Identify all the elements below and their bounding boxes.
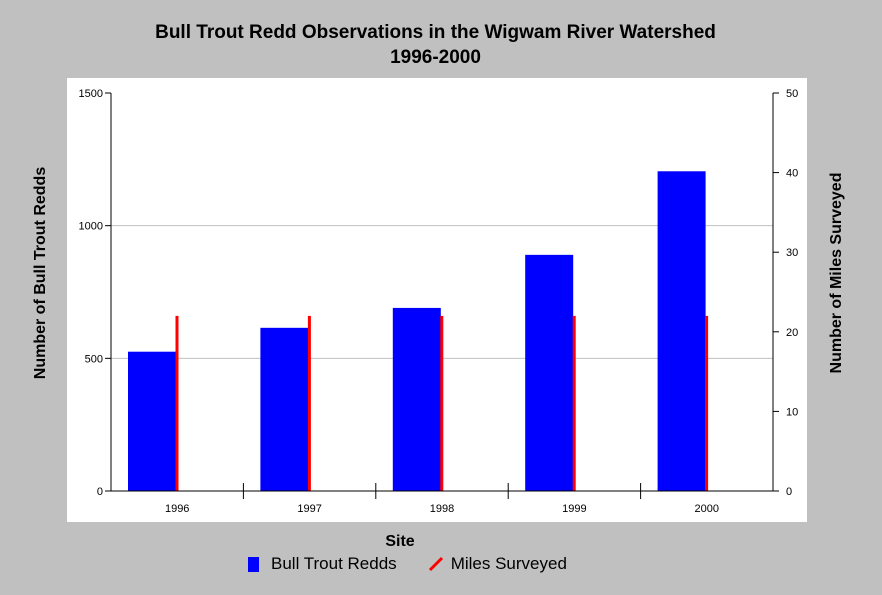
bar-1997 bbox=[260, 327, 309, 491]
y2-tick-label: 50 bbox=[786, 88, 798, 100]
legend-label-redds: Bull Trout Redds bbox=[271, 554, 397, 573]
axes: 0 500 1000 1500 0 10 20 30 40 50 1996 1997 1998 1999 2… bbox=[79, 88, 799, 515]
y2-axis-title: Number of Miles Surveyed bbox=[828, 173, 845, 374]
y2-tick-label: 30 bbox=[786, 247, 798, 259]
x-tick-label: 2000 bbox=[695, 503, 719, 515]
legend-label-miles: Miles Surveyed bbox=[450, 554, 567, 573]
red-line-swatch-icon bbox=[428, 556, 443, 572]
x-tick-label: 1999 bbox=[562, 503, 586, 515]
legend-item-redds: Bull Trout Redds bbox=[248, 554, 397, 574]
bar-1998 bbox=[392, 307, 441, 491]
y-tick-label: 500 bbox=[85, 353, 103, 365]
x-tick-label: 1998 bbox=[430, 503, 454, 515]
y-tick-label: 0 bbox=[97, 486, 103, 498]
chart-title-line-2: 1996-2000 bbox=[390, 47, 481, 68]
y2-tick-label: 10 bbox=[786, 406, 798, 418]
miles-series bbox=[175, 315, 709, 491]
y2-tick-label: 0 bbox=[786, 486, 792, 498]
y-tick-label: 1500 bbox=[79, 88, 103, 100]
y2-tick-label: 40 bbox=[786, 168, 798, 180]
y-tick-label: 1000 bbox=[79, 221, 103, 233]
y-axis-title: Number of Bull Trout Redds bbox=[32, 167, 49, 380]
y2-tick-label: 20 bbox=[786, 327, 798, 339]
legend-item-miles: Miles Surveyed bbox=[427, 554, 567, 574]
chart-title: Bull Trout Redd Observations in the Wigw… bbox=[0, 20, 871, 70]
chart-title-line-1: Bull Trout Redd Observations in the Wigw… bbox=[155, 22, 716, 43]
bar-1999 bbox=[525, 254, 574, 491]
chart-canvas: 0 500 1000 1500 0 10 20 30 40 50 1996 1997 1998 1999 2… bbox=[32, 78, 845, 550]
blue-bar-swatch-icon bbox=[248, 556, 259, 572]
bar-2000 bbox=[657, 171, 706, 492]
bar-series bbox=[128, 171, 706, 492]
x-tick-label: 1996 bbox=[165, 503, 189, 515]
legend: Bull Trout Redds Miles Surveyed bbox=[248, 553, 597, 575]
x-axis-title: Site bbox=[385, 533, 414, 550]
bar-1996 bbox=[128, 351, 176, 491]
x-tick-label: 1997 bbox=[297, 503, 321, 515]
